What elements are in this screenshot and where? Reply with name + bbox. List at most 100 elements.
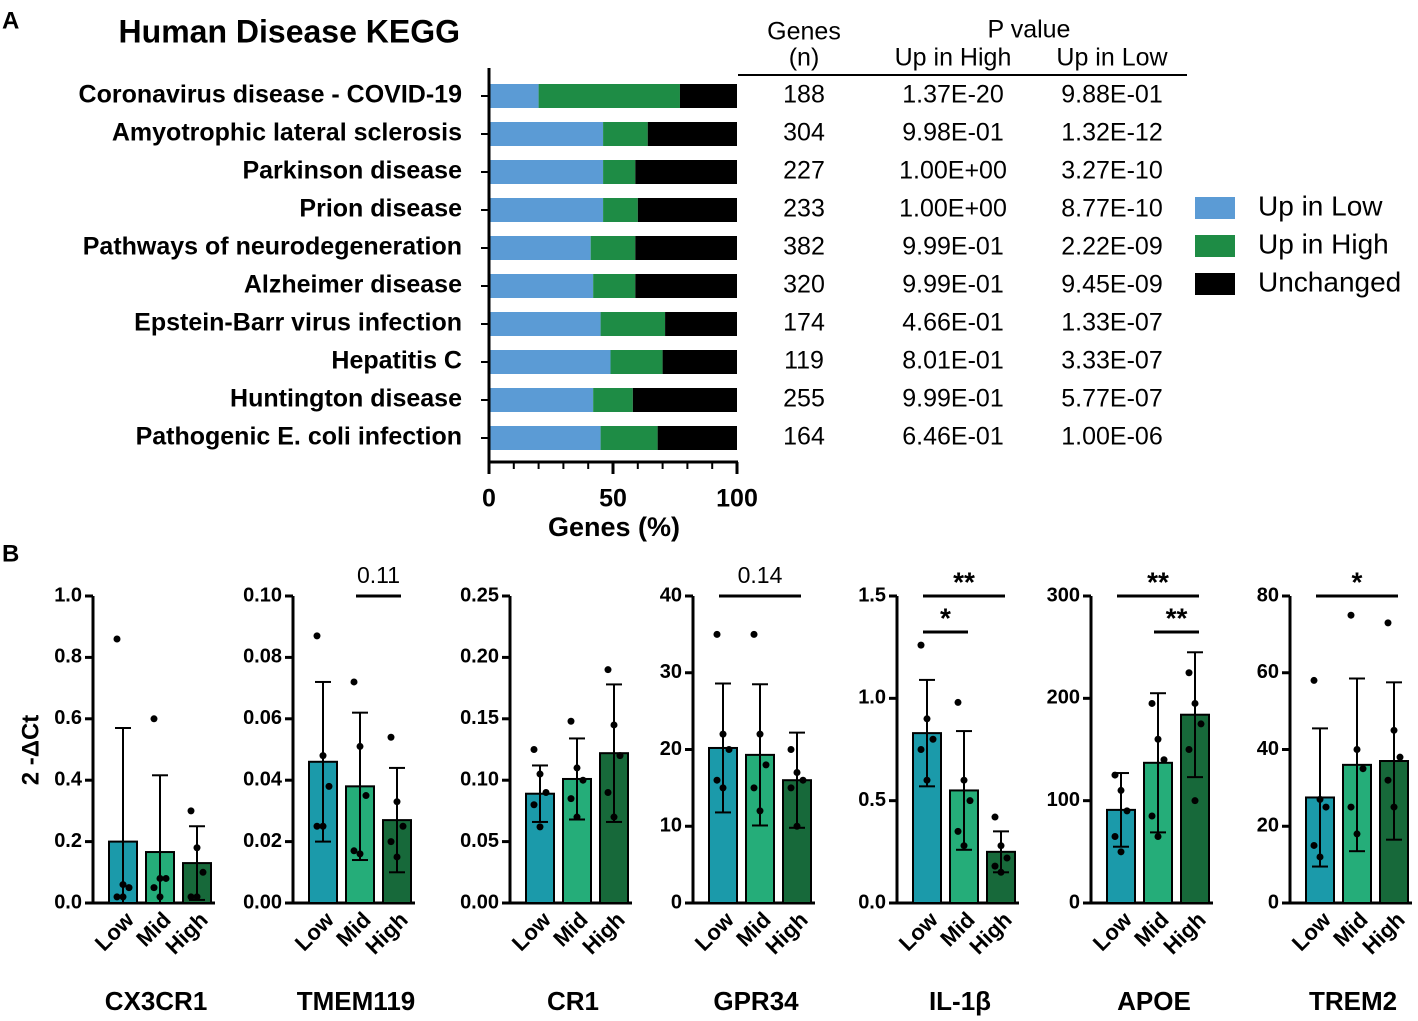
x-tick-label: 100 [716, 485, 758, 513]
table-cell: 3.33E-07 [1061, 347, 1162, 375]
data-point [530, 746, 538, 753]
data-point [1390, 803, 1398, 811]
bar-segment [489, 160, 604, 184]
data-point [1123, 807, 1131, 815]
data-point [719, 784, 727, 792]
bar-segment [603, 198, 638, 222]
y-tick-label: 20 [1257, 815, 1279, 837]
y-tick-label: 0 [671, 891, 682, 913]
table-cell: 9.99E-01 [902, 385, 1003, 413]
table-cell: 227 [783, 157, 825, 185]
y-tick-label: 1.0 [54, 584, 82, 606]
data-point [923, 715, 931, 723]
y-tick-label: 80 [1257, 584, 1279, 606]
y-tick-label: Prion disease [299, 195, 462, 223]
data-point [1154, 735, 1162, 743]
data-point [1117, 848, 1125, 856]
table-cell: 1.33E-07 [1061, 309, 1162, 337]
x-tick-label: Low [290, 906, 339, 955]
y-tick-label: Amyotrophic lateral sclerosis [112, 119, 462, 147]
data-point [113, 893, 121, 901]
x-tick-label: High [760, 907, 812, 959]
y-tick-label: 0 [1268, 891, 1279, 913]
significance-label: * [940, 602, 951, 633]
significance-label: 0.14 [738, 562, 783, 588]
y-tick-label: 0.25 [460, 584, 499, 606]
y-tick-label: 0.2 [54, 830, 82, 852]
bar-segment [600, 312, 666, 336]
bar-segment [489, 236, 591, 260]
significance-label: ** [1166, 602, 1188, 633]
y-tick-label: 0.05 [460, 830, 499, 852]
x-tick-label: Low [1088, 906, 1137, 955]
data-point [1185, 669, 1193, 677]
data-point [193, 844, 201, 852]
data-point [954, 827, 962, 835]
table-cell: 304 [783, 119, 825, 147]
table-header: Up in Low [1056, 44, 1168, 72]
bar-segment [593, 388, 633, 412]
data-point [610, 813, 618, 821]
data-point [387, 733, 395, 741]
table-cell: 164 [783, 423, 825, 451]
data-point [991, 862, 999, 870]
bar-segment [635, 160, 737, 184]
bar-segment [635, 274, 737, 298]
data-point [923, 776, 931, 784]
data-point [966, 797, 974, 805]
bar-segment [489, 388, 594, 412]
bar-segment [489, 312, 601, 336]
data-point [997, 868, 1005, 876]
bar-segment [489, 426, 601, 450]
y-tick-label: Pathogenic E. coli infection [136, 423, 462, 451]
table-cell: 1.00E+00 [899, 157, 1007, 185]
data-point [750, 630, 758, 638]
y-tick-label: 40 [1257, 738, 1279, 760]
y-tick-label: Parkinson disease [242, 157, 462, 185]
data-point [954, 698, 962, 706]
x-tick-label: High [360, 907, 412, 959]
data-point [187, 807, 195, 815]
y-tick-label: 0.10 [243, 584, 282, 606]
bar-segment [489, 122, 604, 146]
data-point [319, 822, 327, 830]
x-tick-label: Low [90, 906, 139, 955]
table-cell: 119 [784, 347, 824, 375]
x-axis-label: Genes (%) [548, 512, 680, 542]
data-point [1160, 756, 1168, 764]
data-point [787, 784, 795, 792]
y-tick-label: Epstein-Barr virus infection [134, 309, 462, 337]
y-tick-label: 60 [1257, 661, 1279, 683]
data-point [960, 842, 968, 850]
table-cell: 9.99E-01 [902, 271, 1003, 299]
bar-segment [637, 198, 737, 222]
legend-label: Up in High [1258, 228, 1389, 259]
y-tick-label: 20 [660, 738, 682, 760]
y-tick-label: 0.6 [54, 707, 82, 729]
table-header: Genes [767, 18, 841, 46]
bar-segment [647, 122, 737, 146]
data-point [1148, 812, 1156, 820]
y-axis-label: 2 -ΔCt [17, 715, 44, 786]
data-point [150, 884, 158, 892]
table-header: (n) [789, 44, 820, 72]
y-tick-label: 0.4 [54, 768, 83, 790]
data-point [319, 752, 327, 760]
data-point [1117, 786, 1125, 794]
table-cell: 255 [783, 385, 825, 413]
bar-segment [679, 84, 737, 108]
data-point [793, 822, 801, 830]
data-point [1353, 746, 1361, 753]
data-point [713, 630, 721, 638]
data-point [1310, 676, 1318, 684]
y-tick-label: 200 [1047, 687, 1080, 709]
table-cell: 188 [783, 81, 825, 109]
data-point [393, 798, 401, 806]
bar-segment [603, 122, 648, 146]
data-point [1003, 854, 1011, 862]
table-header: P value [988, 16, 1071, 44]
table-cell: 9.98E-01 [902, 119, 1003, 147]
table-cell: 1.37E-20 [902, 81, 1003, 109]
chart-title: TMEM119 [297, 986, 416, 1016]
